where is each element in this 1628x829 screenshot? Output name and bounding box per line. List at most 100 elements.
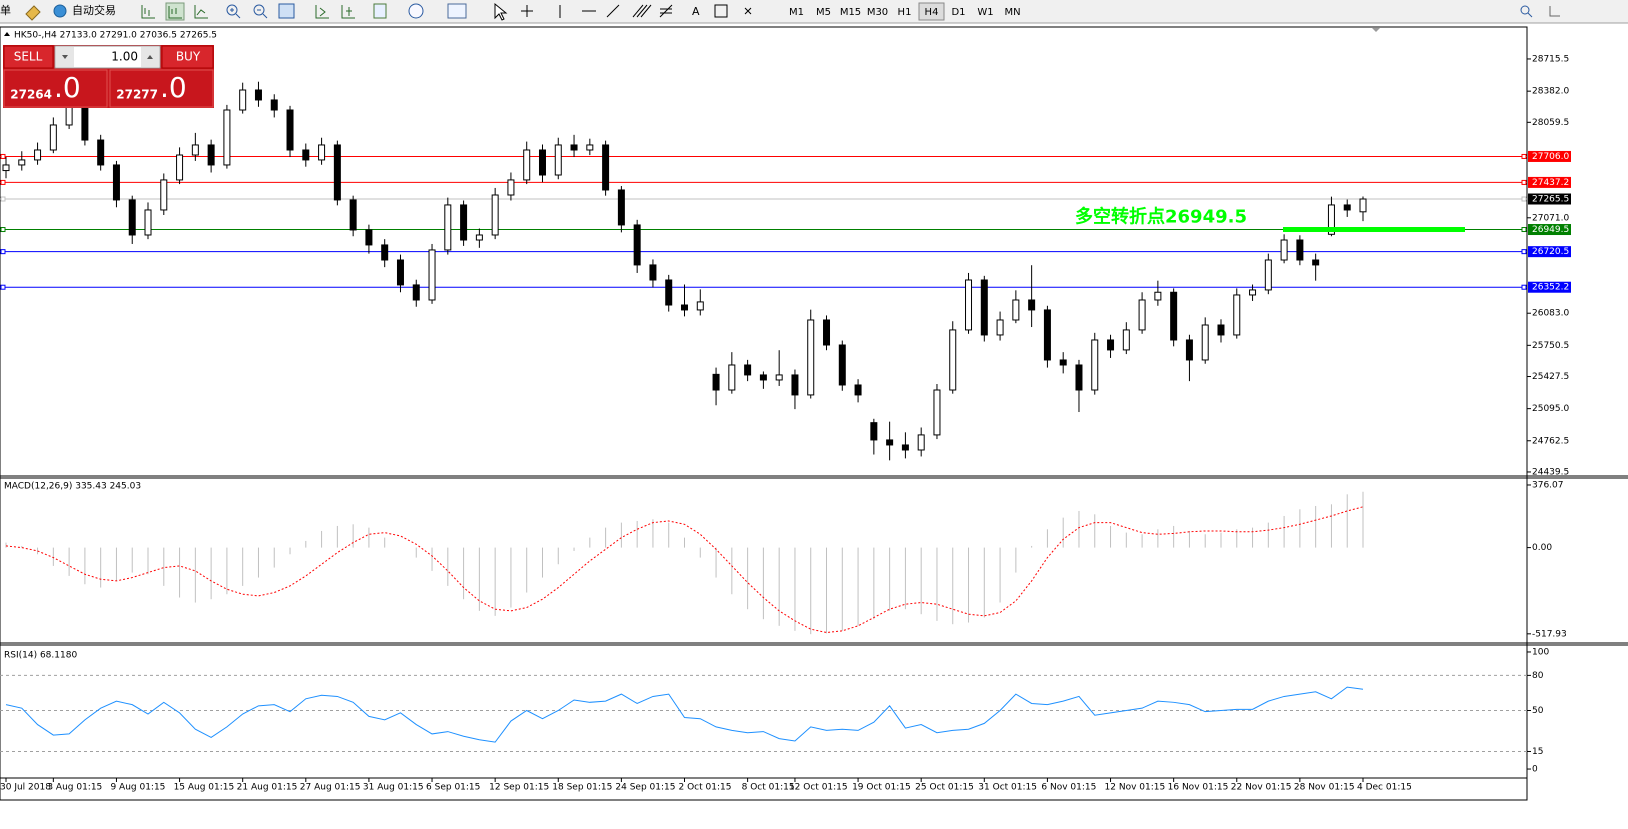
icon-candles[interactable] [168,6,182,19]
x-tick-label: 15 Aug 01:15 [174,783,235,793]
candle-body [744,364,752,376]
level-marker [1521,249,1527,255]
candle-body [1154,291,1162,301]
header-arrow [4,32,10,36]
timeframe[interactable]: M5 [816,7,831,18]
icon-shift[interactable] [341,5,355,19]
level-label-bg [1528,246,1571,258]
candle-body [176,154,184,181]
candle-body [1312,259,1320,266]
ask-big[interactable]: 27277 [116,88,158,102]
ask-small[interactable]: .0 [160,71,187,104]
auto-trading[interactable]: 自动交易 [72,3,116,17]
icon-zoom-out[interactable] [253,4,265,16]
candle-body [965,279,973,331]
candle-body [696,301,704,311]
candle-body [144,209,152,236]
sell-button[interactable] [3,45,54,69]
candle-body [1028,299,1036,311]
candle-body [886,439,894,446]
level-label-bg [1528,193,1571,205]
ask-box[interactable] [109,69,214,108]
icon-cursor[interactable] [494,2,508,21]
timeframe[interactable]: M30 [867,7,888,18]
candle-body [1059,359,1067,366]
level-label: 26720.5 [1532,247,1569,257]
icon-chart[interactable] [1549,6,1560,17]
candle-body [1280,239,1288,261]
timeframe[interactable]: D1 [951,7,965,18]
candle-body [917,434,925,451]
x-tick-label: 21 Aug 01:15 [237,783,298,793]
candle-body [775,374,783,381]
timeframe[interactable]: MN [1004,7,1020,18]
candle-body [807,319,815,396]
y-tick-label: 100 [1532,647,1549,657]
icon-candles-active[interactable] [165,2,185,21]
icon-tile[interactable] [278,3,295,19]
zoom-icons [226,3,295,19]
text-tool[interactable]: A [692,5,700,18]
icon-templates[interactable] [447,3,467,19]
icon-line[interactable] [194,5,208,19]
candle-body [507,179,515,196]
bid-big[interactable]: 27264 [10,88,52,102]
candle-body [1359,198,1367,213]
symbol-header: HK50-,H4 27133.0 27291.0 27036.5 27265.5 [14,31,217,41]
x-tick-label: 6 Nov 01:15 [1041,783,1096,793]
buy-button[interactable] [161,45,214,69]
level-marker [0,179,6,185]
x-tick-label: 19 Oct 01:15 [852,783,911,793]
icon-indicators[interactable] [373,3,387,19]
icon-fibo[interactable] [659,4,673,18]
candle-body [1327,204,1335,235]
candle-body [728,364,736,391]
candle-body [1185,339,1193,361]
lots-field[interactable] [54,45,161,69]
sell-label[interactable]: SELL [14,50,43,64]
icon-bars[interactable] [141,5,155,19]
icon-channel[interactable] [632,4,652,18]
candle-body [1264,259,1272,291]
timeframe[interactable]: M15 [840,7,861,18]
level-marker [0,249,6,255]
x-tick-label: 8 Oct 01:15 [742,783,795,793]
y-tick-label: 28382.0 [1532,87,1569,97]
icon-gold[interactable] [25,5,41,21]
timeframe[interactable]: H4 [925,7,939,18]
icon-arrows[interactable] [744,7,752,15]
timeframe[interactable]: H1 [898,7,912,18]
bid-box[interactable] [3,69,108,108]
icon-autoscroll[interactable] [315,5,329,19]
icon-search[interactable] [1520,5,1530,15]
candle-body [870,422,878,441]
candle-body [996,319,1004,336]
level-marker [1521,153,1527,159]
icon-trendline[interactable] [606,4,620,18]
y-tick-label: 25427.5 [1532,372,1569,382]
timeframe[interactable]: M1 [789,7,804,18]
icon-auto-trading[interactable] [53,4,67,18]
candle-body [349,199,357,231]
icon-label[interactable] [714,4,728,18]
icon-crosshair[interactable] [521,5,533,17]
icon-zoom-in[interactable] [226,4,238,16]
plots: 28715.5 28382.0 28059.5 27071.0 26083.0 25750… [0,54,1571,793]
buy-label[interactable]: BUY [176,50,201,64]
candle-body [901,444,909,451]
candle-body [649,264,657,281]
menu-fragment[interactable]: 单 [0,4,11,17]
candle-body [365,229,373,246]
timeframe[interactable]: W1 [977,7,993,18]
level-label: 27265.5 [1532,195,1569,205]
x-tick-label: 22 Nov 01:15 [1231,783,1292,793]
lots-value[interactable]: 1.00 [111,50,138,64]
x-tick-label: 28 Nov 01:15 [1294,783,1355,793]
icon-periods[interactable] [408,3,424,19]
x-tick-label: 27 Aug 01:15 [300,783,361,793]
bid-small[interactable]: .0 [54,71,81,104]
candle-body [1233,294,1241,336]
candle-body [554,144,562,176]
x-tick-label: 24 Sep 01:15 [615,783,675,793]
